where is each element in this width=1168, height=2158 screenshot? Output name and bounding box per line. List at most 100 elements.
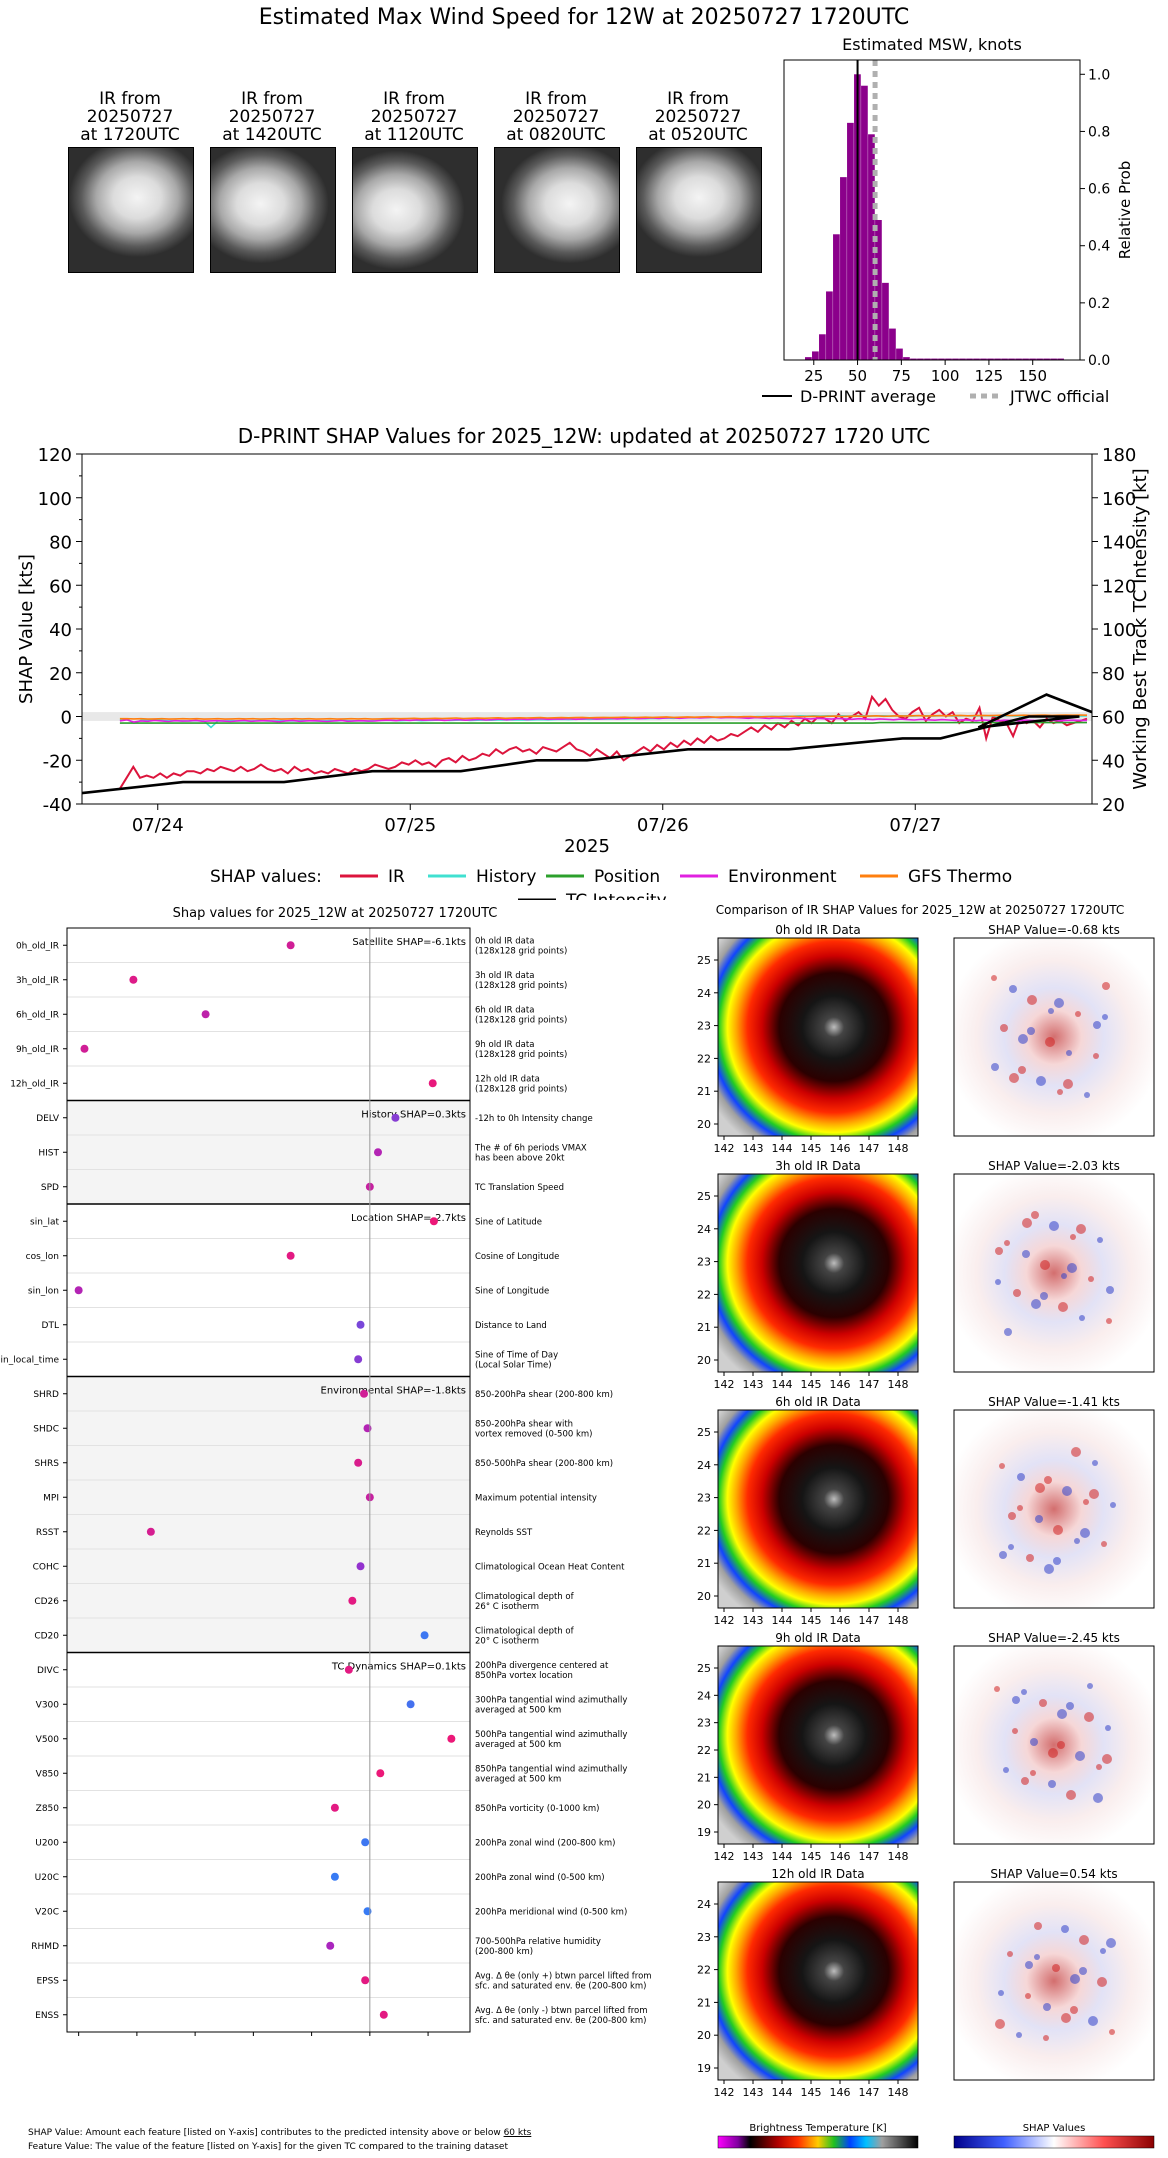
timeseries-ytick-label: 40 (49, 620, 72, 641)
histogram-bar (903, 357, 910, 360)
ir-xtick-label: 143 (743, 1378, 764, 1391)
series-line-ir (119, 694, 1088, 790)
shap-blob (1025, 1961, 1033, 1969)
ir-thumbnail-label-line: IR from (383, 89, 445, 109)
feature-label: 0h_old_IR (16, 941, 59, 951)
group-title: Environmental SHAP=-1.8kts (321, 1386, 467, 1397)
feature-desc: sfc. and saturated env. θe (200-800 km) (475, 2016, 647, 2026)
feature-xtick-label: 0.0 (362, 2039, 378, 2040)
ir-panel-title: 6h old IR Data (775, 1395, 861, 1409)
ir-ytick-label: 25 (697, 954, 711, 967)
ir-thumbnail-label-line: 20250727 (370, 107, 458, 127)
ir-thumbnail-image (352, 147, 478, 273)
shap-blob (1079, 1935, 1089, 1945)
shap-blob (1070, 1974, 1080, 1984)
feature-dot (326, 1941, 335, 1950)
feature-label: CD26 (34, 1597, 59, 1607)
shap-blob (1025, 1993, 1031, 1999)
feature-desc: 850-200hPa shear (200-800 km) (475, 1390, 613, 1400)
histogram-bar (987, 358, 994, 360)
feature-desc: averaged at 500 km (475, 1705, 561, 1715)
shap-blob (1093, 1053, 1099, 1059)
histogram-xtick-label: 150 (1018, 367, 1047, 385)
feature-dot (391, 1113, 400, 1122)
group-title: History SHAP=0.3kts (361, 1110, 466, 1121)
histogram-bars (805, 74, 1064, 361)
legend-label: History (476, 867, 536, 887)
ir-thumbnail-label: IR from 20250727 at 1720UTC (65, 90, 195, 144)
histogram-bar (973, 358, 980, 360)
ir-xtick-label: 147 (859, 1614, 880, 1627)
ir-xtick-label: 144 (772, 1614, 793, 1627)
shap-panel-frame (953, 1173, 1155, 1373)
ir-ytick-label: 23 (697, 1492, 711, 1505)
shap-panel-frame (953, 1645, 1155, 1845)
ir-ytick-label: 23 (697, 1256, 711, 1269)
feature-desc: Avg. Δ θe (only +) btwn parcel lifted fr… (475, 1971, 652, 1981)
feature-dot (428, 1079, 437, 1088)
shap-blob (1076, 1224, 1086, 1234)
shap-blob (1102, 1014, 1108, 1020)
shap-blob (1057, 1741, 1065, 1749)
histogram-bar (889, 328, 896, 360)
feature-dot (360, 1389, 369, 1398)
shap-blob (1007, 1951, 1013, 1957)
ir-xtick-label: 147 (859, 1850, 880, 1863)
shap-blob (998, 1990, 1004, 1996)
legend-jtwc-label: JTWC official (1009, 387, 1109, 406)
shap-blob (1066, 1050, 1072, 1056)
histogram-bar (1008, 358, 1015, 360)
shap-blob (1017, 1473, 1025, 1481)
ir-ytick-label: 22 (697, 1744, 711, 1757)
histogram-xtick-label: 125 (975, 367, 1004, 385)
feature-desc: Sine of Latitude (475, 1217, 542, 1227)
feature-xtick-label: −1.0 (241, 2039, 265, 2040)
feature-label: MPI (43, 1493, 59, 1503)
bt-colorbar (717, 2135, 919, 2149)
timeseries-ytick-label: -40 (43, 795, 72, 816)
shap-blob (1093, 1793, 1103, 1803)
feature-desc: 26° C isotherm (475, 1602, 539, 1612)
histogram-bar (819, 334, 826, 360)
ir-ytick-label: 23 (697, 1931, 711, 1944)
feature-label: 9h_old_IR (16, 1045, 59, 1055)
feature-label: V850 (36, 1769, 60, 1779)
ir-xtick-label: 148 (888, 1850, 909, 1863)
feature-dot (356, 1320, 365, 1329)
ir-ytick-label: 24 (697, 1689, 711, 1702)
footnote-kts-link[interactable]: 60 kts (503, 2128, 532, 2138)
shap-blob (1096, 1764, 1102, 1770)
timeseries-ytick-label: 100 (38, 489, 72, 510)
legend-label: Environment (728, 867, 837, 887)
histogram-bar (1050, 358, 1057, 360)
histogram-xtick-label: 100 (931, 367, 960, 385)
shap-blob (1048, 1780, 1056, 1788)
feature-dot (80, 1044, 89, 1053)
feature-dot (379, 2010, 388, 2019)
ir-xtick-label: 148 (888, 1614, 909, 1627)
ir-xtick-label: 142 (714, 1142, 735, 1155)
footnote-shap-text: SHAP Value: Amount each feature [listed … (28, 2128, 504, 2138)
histogram-bar (980, 358, 987, 360)
shap-blob (1053, 1557, 1061, 1565)
feature-label: EPSS (36, 1976, 59, 1986)
shap-blob (1100, 1948, 1106, 1954)
ir-ytick-label: 20 (697, 2029, 711, 2042)
timeseries-ytick-label: 80 (49, 533, 72, 554)
feature-desc: Climatological Ocean Heat Content (475, 1562, 625, 1572)
timeseries-xtick-label: 07/26 (637, 815, 689, 836)
ir-ytick-label: 21 (697, 1085, 711, 1098)
shap-blob (1030, 1738, 1038, 1746)
histogram-bar (959, 358, 966, 360)
feature-desc: TC Translation Speed (474, 1183, 564, 1193)
group-title: Location SHAP=-2.7kts (351, 1213, 466, 1224)
feature-label: SHRS (35, 1459, 60, 1469)
shap-blob (1109, 2029, 1115, 2035)
feature-dot (361, 1838, 370, 1847)
shap-blob (1043, 2035, 1049, 2041)
shap-blob (999, 1551, 1007, 1559)
ir-ytick-label: 21 (697, 1321, 711, 1334)
feature-desc: 200hPa divergence centered at (475, 1661, 609, 1671)
group-title: TC Dynamics SHAP=0.1kts (331, 1662, 466, 1673)
feature-label: cos_lon (26, 1252, 59, 1262)
